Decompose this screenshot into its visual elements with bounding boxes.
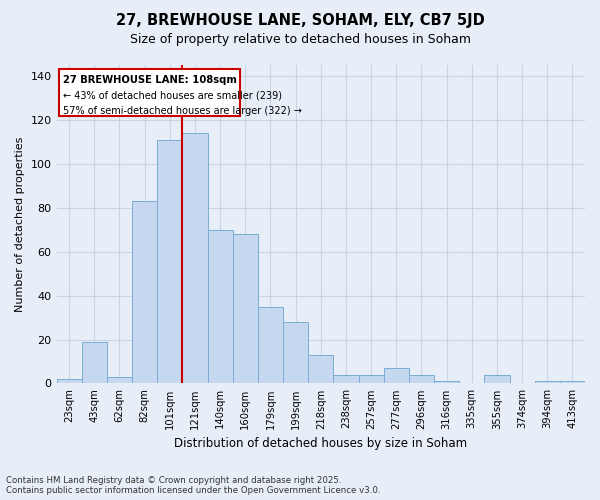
- Bar: [107, 377, 132, 384]
- Bar: [208, 230, 233, 384]
- Bar: [334, 374, 359, 384]
- Text: 27 BREWHOUSE LANE: 108sqm: 27 BREWHOUSE LANE: 108sqm: [63, 75, 237, 85]
- Bar: [157, 140, 182, 384]
- Bar: [283, 322, 308, 384]
- Bar: [132, 201, 157, 384]
- Bar: [233, 234, 258, 384]
- Bar: [359, 374, 383, 384]
- Bar: [56, 379, 82, 384]
- Bar: [560, 381, 585, 384]
- Bar: [182, 133, 208, 384]
- Bar: [535, 381, 560, 384]
- Bar: [82, 342, 107, 384]
- X-axis label: Distribution of detached houses by size in Soham: Distribution of detached houses by size …: [174, 437, 467, 450]
- Text: 57% of semi-detached houses are larger (322) →: 57% of semi-detached houses are larger (…: [63, 106, 302, 116]
- Text: Contains HM Land Registry data © Crown copyright and database right 2025.
Contai: Contains HM Land Registry data © Crown c…: [6, 476, 380, 495]
- Bar: [409, 374, 434, 384]
- Bar: [308, 355, 334, 384]
- Text: ← 43% of detached houses are smaller (239): ← 43% of detached houses are smaller (23…: [63, 90, 282, 101]
- Bar: [258, 306, 283, 384]
- Text: 27, BREWHOUSE LANE, SOHAM, ELY, CB7 5JD: 27, BREWHOUSE LANE, SOHAM, ELY, CB7 5JD: [116, 12, 484, 28]
- Bar: [383, 368, 409, 384]
- Text: Size of property relative to detached houses in Soham: Size of property relative to detached ho…: [130, 32, 470, 46]
- FancyBboxPatch shape: [59, 70, 240, 116]
- Bar: [484, 374, 509, 384]
- Bar: [434, 381, 459, 384]
- Y-axis label: Number of detached properties: Number of detached properties: [15, 136, 25, 312]
